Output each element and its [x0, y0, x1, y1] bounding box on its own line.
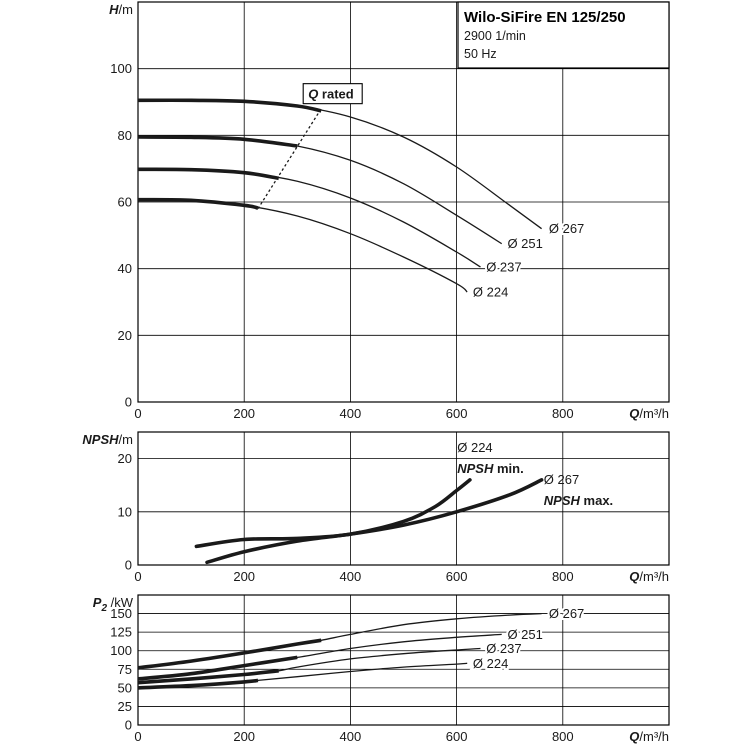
npsh-series-legend-224: NPSH min. — [457, 461, 523, 476]
y-tick-label: 150 — [110, 606, 132, 621]
power-series-bold-237 — [137, 669, 279, 685]
npsh-panel: 0 200 400 600 800 0 10 20 Q/m³/h NPSH/m Ø 224 NPSH … — [82, 431, 670, 584]
x-axis-var: Q — [629, 729, 639, 744]
power-series-label-237: Ø 237 — [486, 641, 521, 656]
x-axis-title: Q/m³/h — [629, 406, 669, 421]
x-tick-label: 600 — [446, 729, 468, 744]
q-rated-var: Q — [308, 87, 318, 102]
y-axis-var: H — [109, 2, 119, 17]
chart-title: Wilo-SiFire EN 125/250 — [464, 9, 626, 26]
x-tick-label: 200 — [233, 406, 255, 421]
y-tick-label: 60 — [118, 195, 132, 210]
y-tick-label: 75 — [118, 662, 132, 677]
y-axis-unit: /kW — [107, 595, 134, 610]
y-axis-var: P — [93, 595, 102, 610]
head-series-line-251 — [137, 136, 503, 245]
y-tick-label: 0 — [125, 395, 132, 410]
y-tick-label: 100 — [110, 643, 132, 658]
q-rated-rest: rated — [318, 87, 353, 102]
y-tick-label: 20 — [118, 328, 132, 343]
y-tick-label: 20 — [118, 451, 132, 466]
head-series-label-224: Ø 224 — [473, 285, 508, 300]
x-tick-label: 0 — [134, 406, 141, 421]
npsh-legend-var: NPSH — [544, 493, 581, 508]
x-tick-label: 400 — [340, 406, 362, 421]
x-axis-unit: /m³/h — [639, 729, 669, 744]
x-axis-unit: /m³/h — [639, 406, 669, 421]
head-series-label-251: Ø 251 — [507, 236, 542, 251]
y-tick-label: 0 — [125, 718, 132, 733]
y-tick-label: 125 — [110, 625, 132, 640]
x-tick-label: 800 — [552, 406, 574, 421]
x-tick-label: 400 — [340, 569, 362, 584]
x-axis-var: Q — [629, 569, 639, 584]
title-box-frame — [457, 1, 670, 69]
y-axis-subscript: 2 — [100, 603, 107, 614]
head-series-line-237 — [137, 168, 481, 268]
head-series-line-267 — [137, 99, 542, 230]
x-tick-label: 0 — [134, 569, 141, 584]
head-series-label-237: Ø 237 — [486, 260, 521, 275]
x-tick-label: 800 — [552, 569, 574, 584]
x-axis-unit: /m³/h — [639, 569, 669, 584]
q-rated-box — [302, 83, 363, 105]
power-series-label-267: Ø 267 — [549, 606, 584, 621]
head-series-bold-251 — [137, 135, 298, 148]
npsh-legend-var: NPSH — [457, 461, 494, 476]
power-series-bold-267 — [137, 638, 322, 670]
plot-frame — [137, 594, 670, 726]
y-tick-label: 50 — [118, 680, 132, 695]
plot-frame — [137, 431, 670, 566]
y-tick-label: 80 — [118, 128, 132, 143]
npsh-series-legend-267: NPSH max. — [544, 493, 613, 508]
head-series-line-224 — [137, 199, 468, 293]
head-series-bold-237 — [137, 167, 279, 181]
head-series-bold-267 — [137, 98, 322, 113]
y-tick-label: 100 — [110, 61, 132, 76]
head-series-label-267: Ø 267 — [549, 221, 584, 236]
x-axis-var: Q — [629, 406, 639, 421]
npsh-series-line-267 — [205, 478, 544, 565]
chart-subtitle-speed: 2900 1/min — [464, 29, 526, 43]
y-axis-var: NPSH — [82, 432, 119, 447]
x-tick-label: 400 — [340, 729, 362, 744]
npsh-legend-rest: min. — [493, 461, 523, 476]
y-axis-title: NPSH/m — [82, 432, 133, 447]
y-axis-unit: /m — [119, 2, 133, 17]
power-series-bold-251 — [137, 655, 298, 681]
y-tick-label: 40 — [118, 261, 132, 276]
q-rated-line — [257, 108, 322, 210]
x-axis-title: Q/m³/h — [629, 729, 669, 744]
x-tick-label: 600 — [446, 406, 468, 421]
y-tick-label: 10 — [118, 504, 132, 519]
head-series-bold-224 — [137, 197, 259, 210]
y-tick-label: 0 — [125, 558, 132, 573]
y-tick-label: 25 — [118, 699, 132, 714]
x-tick-label: 200 — [233, 569, 255, 584]
chart-subtitle-frequency: 50 Hz — [464, 47, 497, 61]
power-series-label-224: Ø 224 — [473, 656, 508, 671]
y-axis-title: P2 /kW — [93, 595, 134, 614]
x-tick-label: 0 — [134, 729, 141, 744]
head-panel: 0 200 400 600 800 0 20 40 60 80 100 Q/m³/h H/m Ø 267 Ø… — [109, 1, 670, 421]
npsh-series-label-267: Ø 267 — [544, 472, 579, 487]
npsh-series-label-224: Ø 224 — [457, 440, 492, 455]
title-box: Wilo-SiFire EN 125/250 2900 1/min 50 Hz — [457, 1, 670, 69]
power-series-label-251: Ø 251 — [507, 627, 542, 642]
power-series-bold-224 — [137, 678, 259, 690]
x-tick-label: 200 — [233, 729, 255, 744]
plot-frame — [137, 1, 670, 403]
q-rated-label: Q rated — [308, 87, 354, 102]
x-tick-label: 800 — [552, 729, 574, 744]
y-axis-title: H/m — [109, 2, 133, 17]
npsh-legend-rest: max. — [580, 493, 613, 508]
y-axis-unit: /m — [119, 432, 133, 447]
x-axis-title: Q/m³/h — [629, 569, 669, 584]
x-tick-label: 600 — [446, 569, 468, 584]
